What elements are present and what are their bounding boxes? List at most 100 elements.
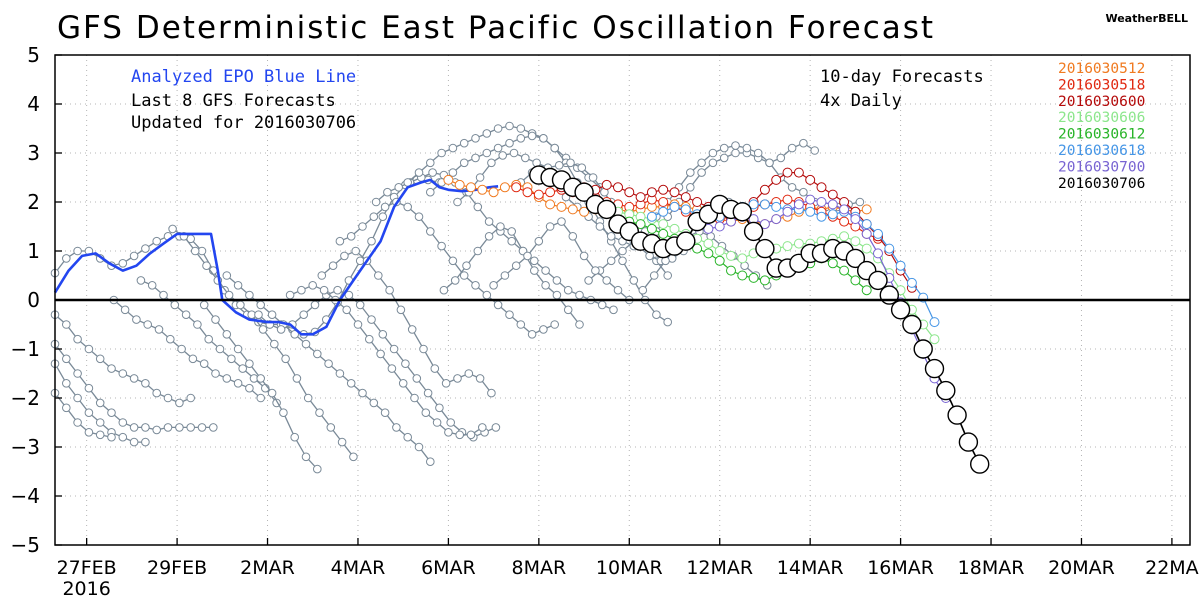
forecast-2016030706-point	[676, 231, 696, 251]
past-forecast-series-point	[73, 418, 82, 427]
past-forecast-series-point	[455, 430, 465, 440]
forecast-2016030600-point	[692, 197, 703, 207]
past-forecast-series-point	[394, 183, 404, 192]
past-forecast-series-point	[367, 236, 376, 246]
legend-entry: 2016030600	[1058, 94, 1145, 110]
past-forecast-series-point	[152, 388, 161, 398]
past-forecast-series-point	[233, 281, 243, 290]
past-forecast-series-point	[521, 153, 530, 163]
last-forecasts-note: Last 8 GFS Forecasts	[131, 91, 336, 111]
past-forecast-series-point	[765, 158, 774, 168]
past-forecast-series-point	[530, 256, 539, 266]
forecast-2016030612-point	[714, 255, 725, 266]
x-tick-label: 12MAR	[686, 557, 753, 579]
weatherbell-logo-text: WeatherBELL	[1105, 12, 1188, 25]
past-forecast-series-point	[258, 325, 268, 334]
past-forecast-series-point	[233, 379, 243, 388]
forecast-2016030618-point	[680, 204, 691, 215]
past-forecast-series-point	[290, 432, 300, 442]
past-forecast-series-point	[478, 423, 487, 432]
past-forecast-series-point	[523, 251, 532, 261]
past-forecast-series-point	[276, 325, 286, 334]
past-forecast-series-point	[541, 266, 550, 275]
past-forecast-series-point	[566, 158, 575, 168]
past-forecast-series-point	[317, 271, 327, 280]
past-forecast-series-point	[73, 334, 82, 344]
past-forecast-series-point	[132, 315, 141, 324]
past-forecast-series-point	[62, 320, 71, 329]
forecast-2016030512-point	[443, 174, 454, 185]
past-forecast-series-point	[301, 452, 311, 462]
past-forecast-series-point	[708, 148, 718, 158]
past-forecast-series-point	[423, 388, 433, 398]
past-forecast-series-point	[554, 161, 564, 170]
past-forecast-series-point	[563, 285, 573, 295]
chart-title: GFS Deterministic East Pacific Oscillati…	[57, 10, 935, 46]
past-forecast-series-point	[439, 285, 449, 295]
y-tick-label: 5	[27, 43, 40, 67]
past-forecast-series	[222, 271, 435, 467]
forecast-2016030612-point	[759, 275, 770, 286]
past-forecast-series-line	[321, 250, 492, 394]
past-forecast-lines	[50, 121, 865, 474]
past-forecast-series-point	[369, 212, 379, 221]
past-forecast-series-point	[337, 437, 347, 447]
past-forecast-series-point	[430, 364, 440, 373]
forecast-2016030606-point	[658, 219, 669, 230]
past-forecast-series-point	[606, 232, 616, 241]
x-tick-label: 10MAR	[596, 557, 663, 579]
past-forecast-series-point	[313, 349, 322, 359]
past-forecast-series-point	[107, 408, 116, 418]
forecast-2016030512-point	[477, 184, 488, 195]
past-forecast-series-point	[459, 138, 469, 148]
forecast-2016030706-point	[755, 238, 775, 259]
past-forecast-series-line	[258, 289, 497, 438]
forecast-2016030700-point	[771, 214, 782, 225]
past-forecast-series-point	[73, 246, 82, 256]
forecast-2016030612-point	[861, 285, 872, 296]
forecast-2016030600-point	[646, 187, 657, 198]
forecast-2016030606-point	[737, 253, 748, 264]
past-forecast-series-point	[500, 271, 510, 280]
forecast-2016030600-point	[827, 189, 838, 200]
past-forecast-series-point	[303, 393, 313, 403]
past-forecast-series	[335, 197, 560, 339]
forecast-2016030700-point	[805, 194, 816, 205]
past-forecast-series-point	[491, 423, 501, 432]
x-tick-label: 8MAR	[512, 557, 567, 579]
past-forecast-series-point	[245, 359, 254, 369]
past-forecast-series-point	[118, 369, 128, 378]
past-forecast-series-point	[84, 428, 94, 437]
past-forecast-series-point	[292, 374, 302, 383]
past-forecast-series-point	[663, 271, 673, 280]
forecast-2016030618-point	[884, 243, 895, 254]
past-forecast-series-point	[482, 148, 492, 158]
past-forecast-series-point	[310, 300, 320, 310]
forecast-2016030706-point	[845, 248, 866, 269]
past-forecast-series-point	[697, 158, 706, 168]
past-forecast-series-point	[855, 197, 865, 207]
y-tick-label: −4	[11, 484, 40, 508]
past-forecast-series-point	[107, 432, 116, 442]
past-forecast-series-point	[444, 428, 453, 437]
past-forecast-series-point	[238, 364, 247, 373]
x-tick-label: 27FEB	[57, 557, 117, 579]
past-forecast-series-point	[471, 134, 480, 143]
forecast-2016030518-point	[511, 182, 522, 193]
past-forecast-series-point	[652, 310, 661, 320]
past-forecast-series-point	[177, 344, 186, 354]
forecast-2016030618-point	[873, 228, 883, 239]
forecast-2016030606-point	[726, 250, 736, 261]
past-forecast-series-point	[346, 379, 356, 388]
forecast-2016030600-point	[771, 174, 782, 185]
past-forecast-series-point	[453, 374, 462, 383]
past-forecast-series-point	[475, 374, 485, 383]
past-forecast-series-point	[385, 285, 394, 295]
past-forecast-series-point	[505, 310, 514, 320]
past-forecast-series-point	[270, 339, 279, 349]
past-forecast-series-point	[591, 266, 600, 275]
forecast-2016030618-point	[895, 260, 906, 271]
past-forecast-series-point	[211, 369, 220, 378]
